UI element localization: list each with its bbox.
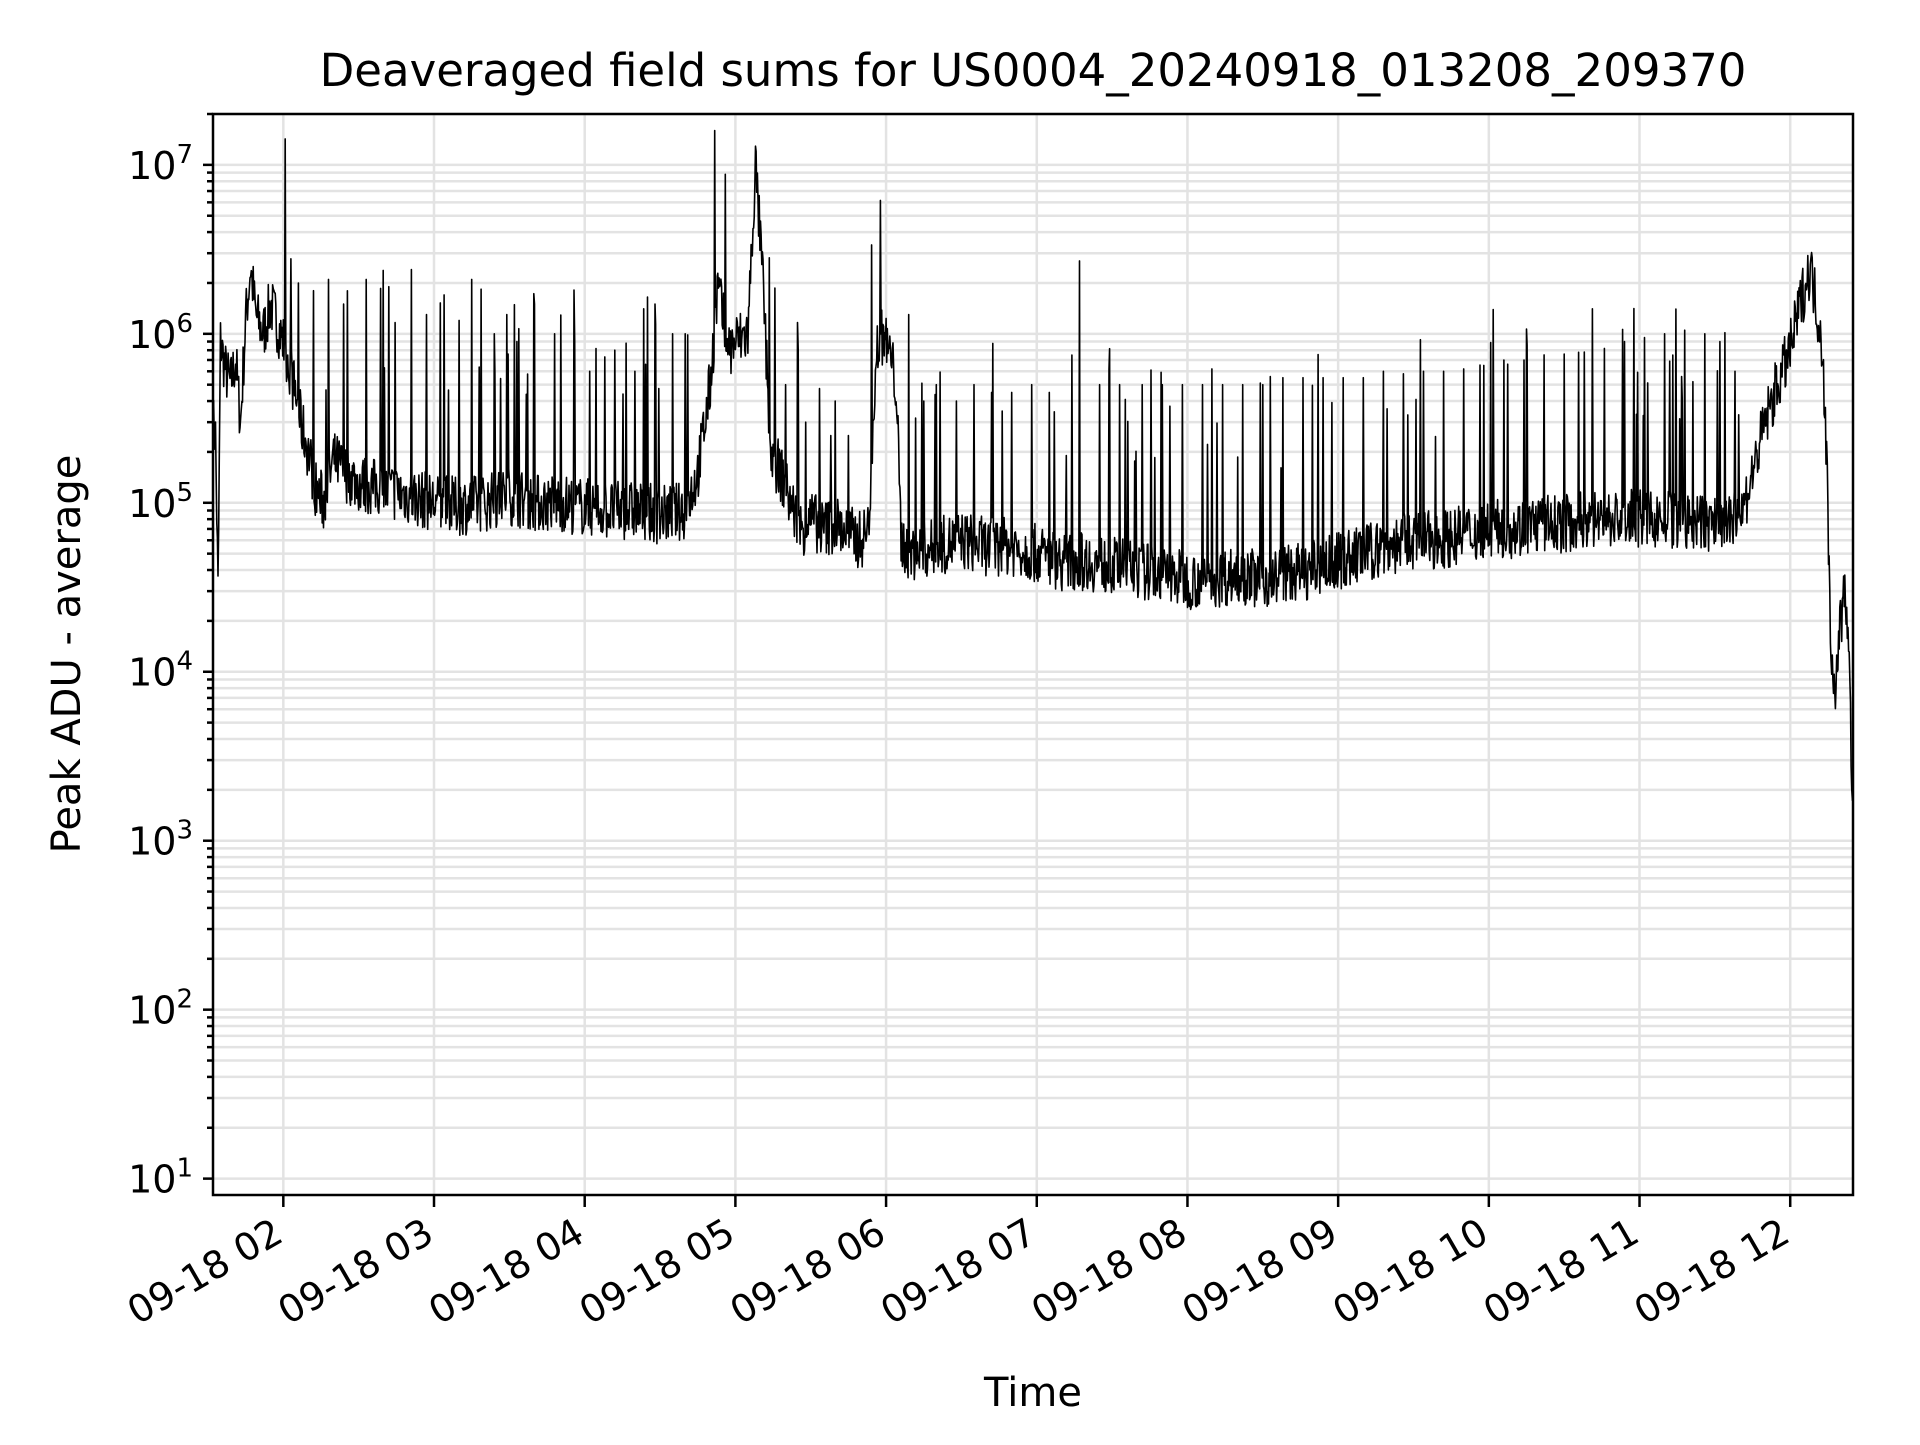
series-line (212, 129, 1854, 802)
x-tick-label: 09-18 07 (873, 1210, 1043, 1334)
x-tick-label: 09-18 11 (1476, 1210, 1646, 1334)
y-axis: 101 102 103 104 105 106 107 (128, 112, 213, 1202)
chart-title: Deaveraged field sums for US0004_2024091… (320, 44, 1747, 97)
x-tick-label: 09-18 02 (120, 1210, 290, 1334)
x-tick-label: 09-18 08 (1024, 1210, 1194, 1334)
x-tick-label: 09-18 06 (723, 1210, 893, 1334)
y-axis-label: Peak ADU - average (44, 455, 90, 854)
y-tick-label: 106 (128, 309, 193, 357)
grid-lines (213, 112, 1853, 1195)
x-axis-label: Time (983, 1370, 1082, 1416)
x-tick-label: 09-18 04 (421, 1210, 591, 1334)
y-tick-label: 102 (128, 985, 193, 1033)
x-tick-label: 09-18 03 (271, 1210, 441, 1334)
y-tick-label: 107 (128, 140, 193, 188)
y-tick-label: 105 (128, 478, 193, 526)
x-tick-label: 09-18 12 (1627, 1210, 1797, 1334)
x-tick-label: 09-18 10 (1325, 1210, 1495, 1334)
plot-area (212, 129, 1854, 802)
x-tick-label: 09-18 09 (1175, 1210, 1345, 1334)
plot-frame (211, 112, 1855, 1197)
y-tick-label: 103 (128, 816, 193, 864)
x-tick-label: 09-18 05 (572, 1210, 742, 1334)
y-tick-label: 104 (128, 647, 193, 695)
y-tick-label: 101 (128, 1154, 193, 1202)
